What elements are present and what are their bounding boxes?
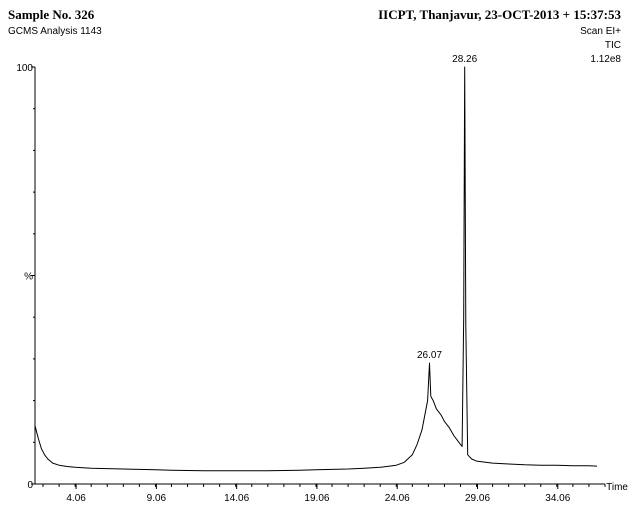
x-tick-label: 24.06 <box>385 493 410 504</box>
lab-info: IICPT, Thanjavur, 23-OCT-2013 + 15:37:53 <box>378 7 621 22</box>
y-axis-ticks: 0% 100 <box>16 63 35 491</box>
y-tick-label: 0 <box>27 480 33 491</box>
x-axis-label: Time <box>606 482 628 493</box>
max-intensity-label: 1.12e8 <box>590 54 621 65</box>
x-tick-label: 14.06 <box>224 493 249 504</box>
peak-label: 28.26 <box>452 54 477 65</box>
x-tick-label: 29.06 <box>465 493 490 504</box>
x-tick-label: 4.06 <box>66 493 86 504</box>
peak-labels: 26.07 28.26 <box>417 54 478 361</box>
x-tick-label: 19.06 <box>304 493 329 504</box>
x-axis-ticks: 4.06 9.06 14.06 19.06 24.06 29.06 34.06 <box>66 484 571 504</box>
x-tick-label: 34.06 <box>545 493 570 504</box>
scan-mode-label: Scan EI+ <box>580 26 621 37</box>
chart-axes <box>33 66 606 487</box>
y-tick-label: % <box>24 272 33 283</box>
chart-series <box>34 66 598 472</box>
y-tick-label: 100 <box>16 63 33 74</box>
sample-title: Sample No. 326 <box>8 7 95 22</box>
tic-trace-line <box>34 66 598 472</box>
trace-type-label: TIC <box>604 40 621 51</box>
x-tick-label: 9.06 <box>147 493 167 504</box>
peak-label: 26.07 <box>417 350 442 361</box>
analysis-label: GCMS Analysis 1143 <box>8 26 102 37</box>
